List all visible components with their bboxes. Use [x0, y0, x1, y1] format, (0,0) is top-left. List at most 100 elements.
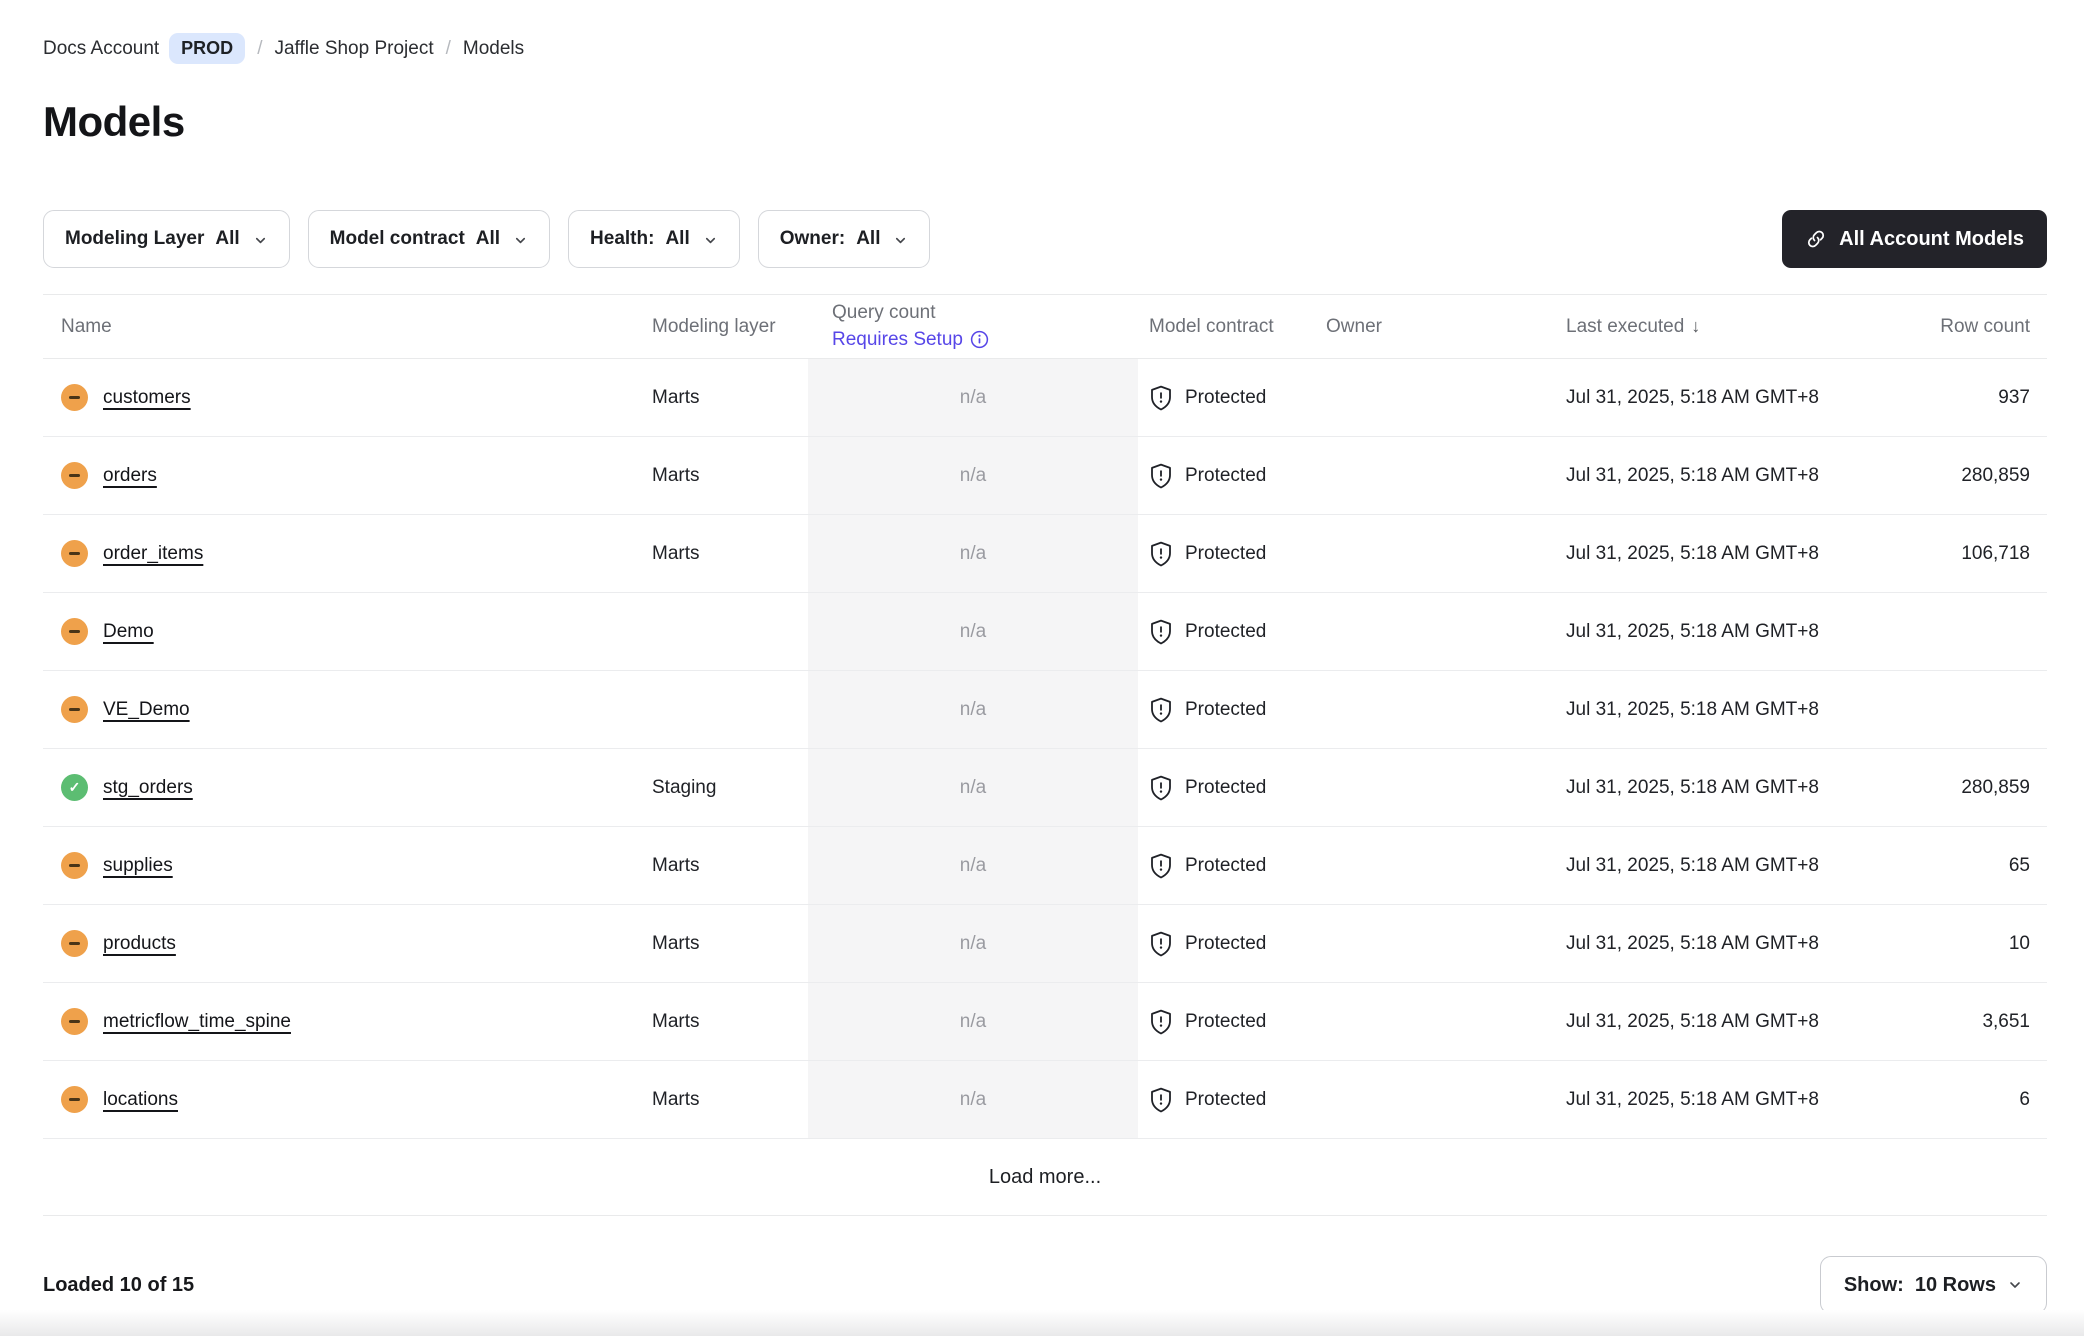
- model-name-link[interactable]: locations: [103, 1088, 178, 1110]
- cell-name: ✓ VE_Demo: [43, 696, 652, 723]
- filter-health[interactable]: Health: All: [568, 210, 740, 268]
- model-health-icon: ✓: [61, 774, 88, 801]
- contract-label: Protected: [1185, 620, 1267, 642]
- filter-value: All: [665, 228, 690, 249]
- model-health-icon: ✓: [61, 462, 88, 489]
- shield-alert-icon: [1151, 775, 1171, 800]
- column-header-last-executed[interactable]: Last executed ↓: [1566, 316, 1850, 338]
- table-row: ✓ supplies Marts n/a Protected Jul 31, 2…: [43, 827, 2047, 905]
- cell-model-contract: Protected: [1138, 1009, 1326, 1035]
- table-row: ✓ metricflow_time_spine Marts n/a Protec…: [43, 983, 2047, 1061]
- cell-name: ✓ metricflow_time_spine: [43, 1008, 652, 1035]
- breadcrumb-current: Models: [462, 37, 525, 59]
- cell-query-count: n/a: [808, 515, 1138, 592]
- cell-row-count: 280,859: [1961, 464, 2030, 486]
- model-name-link[interactable]: metricflow_time_spine: [103, 1010, 291, 1032]
- contract-label: Protected: [1185, 932, 1267, 954]
- breadcrumb: Docs Account PROD / Jaffle Shop Project …: [43, 33, 2047, 64]
- contract-label: Protected: [1185, 464, 1267, 486]
- breadcrumb-separator: /: [257, 37, 263, 59]
- page-size-select[interactable]: Show: 10 Rows: [1819, 1256, 2047, 1314]
- all-account-models-label: All Account Models: [1839, 227, 2024, 250]
- cell-row-count: 65: [2008, 854, 2030, 876]
- cell-last-executed: Jul 31, 2025, 5:18 AM GMT+8: [1566, 542, 1819, 564]
- column-header-owner: Owner: [1326, 315, 1382, 337]
- filter-value: All: [856, 228, 881, 249]
- contract-label: Protected: [1185, 1088, 1267, 1110]
- model-name-link[interactable]: VE_Demo: [103, 698, 190, 720]
- model-name-link[interactable]: order_items: [103, 542, 204, 564]
- cell-name: ✓ stg_orders: [43, 774, 652, 801]
- chevron-down-icon: [516, 237, 526, 243]
- cell-modeling-layer: Staging: [652, 776, 717, 798]
- model-health-icon: ✓: [61, 618, 88, 645]
- cell-query-count: n/a: [808, 827, 1138, 904]
- cell-modeling-layer: Marts: [652, 386, 700, 408]
- column-header-name: Name: [61, 315, 112, 337]
- cell-last-executed: Jul 31, 2025, 5:18 AM GMT+8: [1566, 932, 1819, 954]
- info-icon[interactable]: [970, 330, 989, 349]
- filter-label: Model contract: [329, 228, 465, 249]
- model-name-link[interactable]: stg_orders: [103, 776, 193, 798]
- cell-modeling-layer: Marts: [652, 854, 700, 876]
- model-health-icon: ✓: [61, 1086, 88, 1113]
- table-row: ✓ VE_Demo n/a Protected Jul 31, 2025, 5:…: [43, 671, 2047, 749]
- filter-model-contract[interactable]: Model contract All: [307, 210, 551, 268]
- cell-model-contract: Protected: [1138, 1087, 1326, 1113]
- requires-setup-link[interactable]: Requires Setup: [832, 327, 989, 354]
- column-header-model-contract: Model contract: [1149, 315, 1274, 337]
- table-row: ✓ orders Marts n/a Protected Jul 31, 202…: [43, 437, 2047, 515]
- chevron-down-icon: [2010, 1282, 2020, 1288]
- cell-row-count: 106,718: [1961, 542, 2030, 564]
- loaded-count-label: Loaded 10 of 15: [43, 1273, 195, 1296]
- cell-query-count: n/a: [808, 983, 1138, 1060]
- cell-last-executed: Jul 31, 2025, 5:18 AM GMT+8: [1566, 386, 1819, 408]
- model-health-icon: ✓: [61, 696, 88, 723]
- filter-modeling-layer[interactable]: Modeling Layer All: [43, 210, 290, 268]
- cell-query-count: n/a: [808, 593, 1138, 670]
- cell-last-executed: Jul 31, 2025, 5:18 AM GMT+8: [1566, 620, 1819, 642]
- model-name-link[interactable]: customers: [103, 386, 191, 408]
- show-label: Show:: [1843, 1273, 1904, 1296]
- breadcrumb-project-link[interactable]: Jaffle Shop Project: [274, 37, 434, 59]
- cell-query-count: n/a: [808, 359, 1138, 436]
- model-name-link[interactable]: orders: [103, 464, 157, 486]
- model-health-icon: ✓: [61, 384, 88, 411]
- model-health-icon: ✓: [61, 852, 88, 879]
- column-header-query-count: Query count Requires Setup: [808, 300, 1138, 353]
- shield-alert-icon: [1151, 385, 1171, 410]
- filter-label: Owner:: [779, 228, 846, 249]
- cell-model-contract: Protected: [1138, 385, 1326, 411]
- cell-query-count: n/a: [808, 905, 1138, 982]
- contract-label: Protected: [1185, 542, 1267, 564]
- cell-last-executed: Jul 31, 2025, 5:18 AM GMT+8: [1566, 1088, 1819, 1110]
- environment-badge: PROD: [169, 33, 246, 64]
- filter-owner[interactable]: Owner: All: [757, 210, 931, 268]
- cell-model-contract: Protected: [1138, 697, 1326, 723]
- cell-name: ✓ customers: [43, 384, 652, 411]
- contract-label: Protected: [1185, 1010, 1267, 1032]
- filter-label: Health:: [590, 228, 655, 249]
- table-row: ✓ customers Marts n/a Protected Jul 31, …: [43, 359, 2047, 437]
- cell-query-count: n/a: [808, 437, 1138, 514]
- model-name-link[interactable]: Demo: [103, 620, 154, 642]
- column-header-modeling-layer: Modeling layer: [652, 315, 776, 337]
- shield-alert-icon: [1151, 463, 1171, 488]
- filter-label: Modeling Layer: [65, 228, 205, 249]
- cell-name: ✓ order_items: [43, 540, 652, 567]
- cell-modeling-layer: Marts: [652, 932, 700, 954]
- cell-modeling-layer: Marts: [652, 1088, 700, 1110]
- filter-value: All: [215, 228, 240, 249]
- load-more-button[interactable]: Load more...: [988, 1165, 1102, 1188]
- all-account-models-button[interactable]: All Account Models: [1782, 210, 2047, 268]
- breadcrumb-account-link[interactable]: Docs Account: [43, 37, 160, 59]
- model-name-link[interactable]: products: [103, 932, 176, 954]
- table-body: ✓ customers Marts n/a Protected Jul 31, …: [43, 359, 2047, 1139]
- cell-last-executed: Jul 31, 2025, 5:18 AM GMT+8: [1566, 464, 1819, 486]
- model-name-link[interactable]: supplies: [103, 854, 173, 876]
- model-health-icon: ✓: [61, 1008, 88, 1035]
- shield-alert-icon: [1151, 697, 1171, 722]
- shield-alert-icon: [1151, 853, 1171, 878]
- shield-alert-icon: [1151, 931, 1171, 956]
- model-health-icon: ✓: [61, 540, 88, 567]
